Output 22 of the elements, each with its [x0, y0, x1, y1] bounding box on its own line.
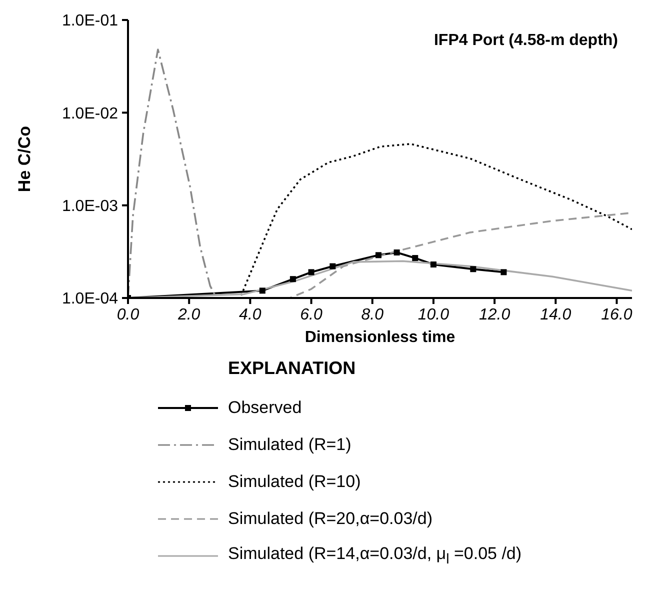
y-tick-label: 1.0E-02: [62, 105, 118, 122]
x-tick-label: 6.0: [300, 306, 322, 324]
x-tick-label: 14.0: [540, 306, 572, 324]
x-tick-label: 4.0: [239, 306, 262, 324]
legend-label: Observed: [228, 398, 302, 418]
x-tick-label: 2.0: [176, 306, 200, 324]
x-tick-label: 8.0: [361, 306, 384, 324]
y-axis-title: He C/Co: [15, 126, 34, 192]
legend-label: Simulated (R=20,α=0.03/d): [228, 508, 432, 528]
legend-label: Simulated (R=14,α=0.03/d, μ$_{l}$ =0.05 /d): [228, 544, 522, 568]
x-tick-label: 10.0: [418, 306, 450, 324]
x-axis-title: Dimensionless time: [304, 329, 456, 346]
x-tick-label: 16.0: [601, 306, 632, 324]
legend-title: EXPLANATION: [228, 358, 357, 379]
x-tick-label: 12.0: [478, 306, 510, 324]
y-tick-label: 1.0E-03: [62, 198, 118, 216]
legend-label: Simulated (R=1): [228, 434, 352, 454]
y-tick-label: 1.0E-04: [62, 290, 118, 308]
y-tick-label: 1.0E-01: [62, 12, 118, 30]
x-tick-label: 0.0: [116, 306, 140, 324]
legend-label: Simulated (R=10): [228, 472, 361, 492]
text: IFP4 Port (4.58-m depth): [434, 32, 618, 50]
